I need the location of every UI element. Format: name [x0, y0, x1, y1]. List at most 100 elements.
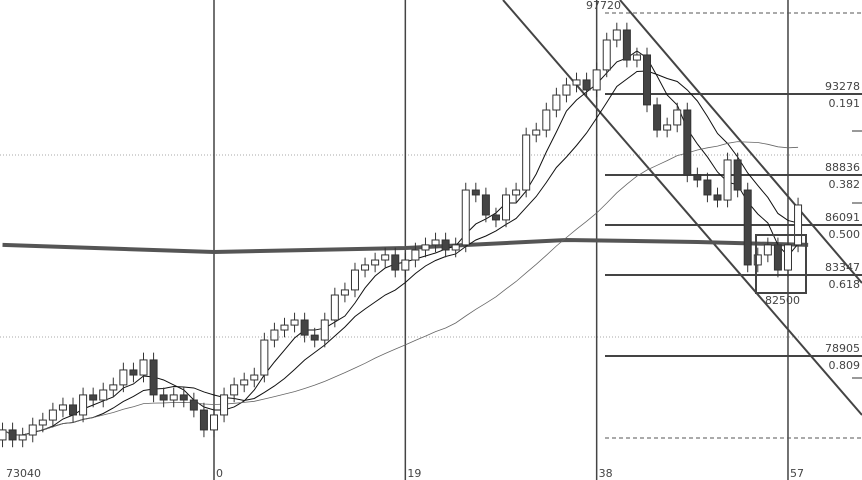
consolidation-box [755, 234, 807, 294]
low-price-label: 73040 [6, 467, 41, 480]
candle [350, 269, 359, 291]
fib-price-label: 93278 [825, 80, 860, 93]
moving-average-10 [2, 70, 799, 436]
candle [79, 394, 88, 416]
candle [361, 264, 370, 271]
candle [441, 239, 450, 251]
candle [622, 29, 631, 61]
candle [461, 189, 470, 246]
candle [753, 254, 762, 266]
candle [48, 409, 57, 421]
fib-ratio-label: 0.500 [829, 228, 861, 241]
candle [522, 134, 531, 191]
candle [381, 254, 390, 261]
candle [220, 394, 229, 416]
candle [310, 334, 319, 341]
candle [411, 249, 420, 261]
moving-average-30 [2, 141, 799, 436]
candle [632, 54, 641, 61]
candle [532, 129, 541, 136]
candle [260, 339, 269, 376]
fib-price-label: 88836 [825, 161, 860, 174]
candle [673, 109, 682, 126]
fib-price-label: 83347 [825, 261, 860, 274]
fib-price-label: 78905 [825, 342, 860, 355]
candle [653, 104, 662, 131]
candle [189, 399, 198, 411]
candle [250, 374, 259, 381]
candle [552, 94, 561, 111]
x-tick-label: 38 [599, 467, 613, 480]
candle [763, 244, 772, 256]
candle [512, 189, 521, 196]
candle [773, 244, 782, 271]
candle [58, 404, 67, 411]
x-tick-label: 57 [790, 467, 804, 480]
candle [18, 434, 27, 441]
candle [723, 159, 732, 201]
candle [663, 124, 672, 131]
candle [89, 394, 98, 401]
candle [119, 369, 128, 386]
candle [602, 39, 611, 71]
candle [794, 204, 803, 246]
fib-ratio-label: 0.618 [829, 278, 861, 291]
fib-price-label: 86091 [825, 211, 860, 224]
candle [401, 259, 410, 271]
candle [330, 294, 339, 321]
candle [199, 409, 208, 431]
candle [320, 319, 329, 341]
candle [683, 109, 692, 176]
candle [592, 69, 601, 91]
candle [169, 394, 178, 401]
candle [471, 189, 480, 196]
moving-average-5 [2, 50, 799, 436]
candle [703, 179, 712, 196]
candle [572, 79, 581, 86]
x-tick-label: 0 [216, 467, 223, 480]
candle [340, 289, 349, 296]
candle [8, 429, 17, 441]
candle [0, 429, 7, 441]
high-price-label: 97720 [586, 0, 621, 12]
fib-ratio-label: 0.809 [829, 359, 861, 372]
candle [109, 384, 118, 391]
candle [451, 244, 460, 251]
candle [300, 319, 309, 336]
candle [643, 54, 652, 106]
candle [783, 244, 792, 271]
fib-ratio-label: 0.382 [829, 178, 861, 191]
candle [230, 384, 239, 396]
candle [159, 394, 168, 401]
candle [129, 369, 138, 376]
candle [562, 84, 571, 96]
candle [210, 414, 218, 431]
candle [371, 259, 380, 266]
x-tick-label: 19 [407, 467, 421, 480]
candle [270, 329, 279, 341]
candle [28, 424, 37, 436]
candle [290, 319, 299, 326]
long-moving-average [2, 237, 809, 255]
box-low-label: 82500 [765, 294, 800, 307]
candle [99, 389, 108, 401]
candle [38, 419, 47, 426]
candle [502, 194, 511, 221]
channel-line-lower [502, 0, 862, 416]
candle [743, 189, 752, 266]
candle [612, 29, 621, 41]
candle [491, 214, 500, 221]
candle [421, 244, 430, 251]
candle [280, 324, 289, 331]
candle [481, 194, 490, 216]
candle [69, 404, 78, 416]
candle [582, 79, 591, 91]
candle [733, 159, 742, 191]
candle [179, 394, 188, 401]
fib-ratio-label: 0.191 [829, 97, 861, 110]
candle [713, 194, 722, 201]
candle [149, 359, 158, 396]
candle [431, 239, 440, 246]
